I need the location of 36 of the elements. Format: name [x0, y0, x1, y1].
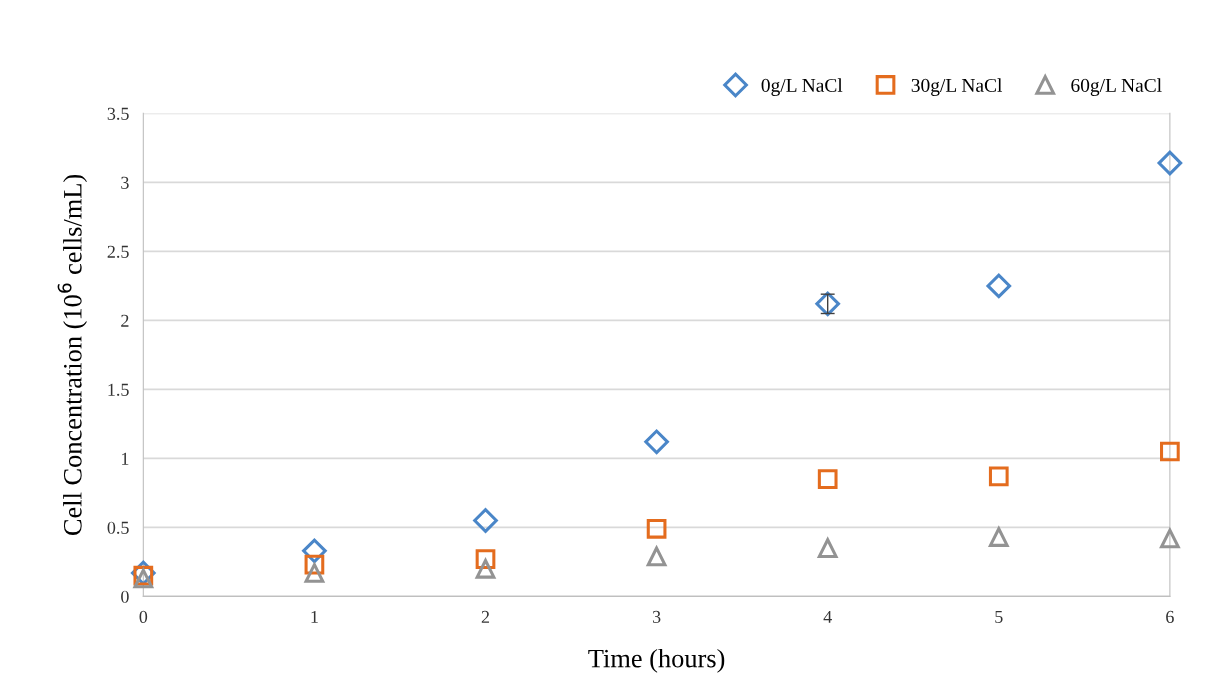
y-tick-label: 1: [122, 452, 129, 465]
legend-label: 30g/L NaCl: [911, 78, 1003, 96]
point: [1160, 528, 1180, 549]
y-tick-label: 1.5: [108, 383, 129, 396]
y-tick-label: 2: [121, 314, 129, 327]
y-tick-label: 2.5: [107, 245, 129, 258]
legend-label: 60g/L NaCl: [1071, 78, 1162, 96]
point: [988, 466, 1009, 487]
point: [475, 549, 496, 569]
point: [646, 546, 667, 567]
x-tick-label: 4: [823, 610, 832, 623]
point: [986, 273, 1012, 299]
point: [475, 558, 496, 579]
point: [1160, 441, 1180, 462]
point: [817, 469, 838, 489]
y-tick-label: 3.5: [107, 107, 129, 120]
x-tick-label: 2: [481, 610, 490, 623]
x-axis-title: Time (hours): [588, 648, 725, 673]
point: [646, 518, 667, 539]
point: [817, 538, 838, 558]
point: [1157, 150, 1183, 176]
point: [304, 563, 325, 583]
legend-label: 0g/L NaCl: [761, 78, 843, 96]
x-tick-label: 1: [311, 610, 318, 623]
y-tick-label: 0.5: [107, 521, 129, 534]
x-tick-label: 5: [995, 610, 1003, 623]
x-tick-label: 3: [652, 610, 661, 623]
point: [473, 508, 498, 533]
x-tick-label: 0: [139, 610, 148, 623]
y-tick-label: 3: [121, 176, 129, 189]
point: [304, 554, 325, 575]
y-tick-label: 0: [121, 590, 129, 603]
point: [644, 429, 669, 455]
x-tick-label: 6: [1166, 610, 1174, 623]
y-axis-title: Cell Concentration (10$^{6}$ cells/mL): [57, 174, 88, 535]
point: [988, 527, 1009, 547]
